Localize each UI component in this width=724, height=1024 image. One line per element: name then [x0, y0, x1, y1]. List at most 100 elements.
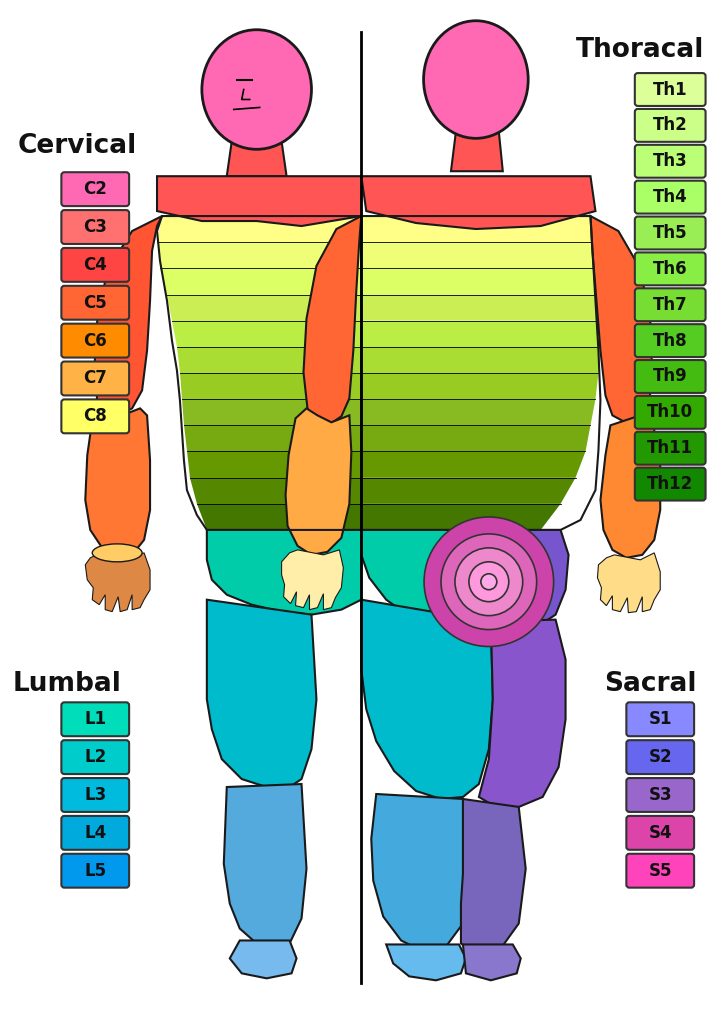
Polygon shape: [230, 940, 297, 978]
FancyBboxPatch shape: [62, 210, 129, 244]
FancyBboxPatch shape: [635, 289, 706, 322]
FancyBboxPatch shape: [626, 702, 694, 736]
FancyBboxPatch shape: [635, 432, 706, 465]
Text: Th8: Th8: [653, 332, 688, 349]
FancyBboxPatch shape: [62, 778, 129, 812]
Text: C2: C2: [83, 180, 107, 199]
Text: Th1: Th1: [653, 81, 688, 98]
FancyBboxPatch shape: [635, 109, 706, 141]
Text: Th9: Th9: [653, 368, 688, 385]
Text: Th6: Th6: [653, 260, 688, 278]
Polygon shape: [361, 347, 600, 373]
FancyBboxPatch shape: [62, 172, 129, 206]
Polygon shape: [157, 243, 361, 268]
Polygon shape: [451, 131, 502, 171]
FancyBboxPatch shape: [626, 778, 694, 812]
Polygon shape: [361, 600, 493, 799]
Text: C5: C5: [83, 294, 107, 311]
Circle shape: [441, 534, 536, 630]
Text: Th3: Th3: [653, 153, 688, 170]
Text: Th4: Th4: [653, 188, 688, 206]
FancyBboxPatch shape: [626, 816, 694, 850]
Polygon shape: [361, 176, 595, 229]
Text: L5: L5: [84, 862, 106, 880]
Text: C6: C6: [83, 332, 107, 349]
Text: Th5: Th5: [653, 224, 688, 242]
FancyBboxPatch shape: [635, 325, 706, 357]
Polygon shape: [361, 268, 599, 295]
Polygon shape: [160, 268, 361, 295]
FancyBboxPatch shape: [62, 740, 129, 774]
Polygon shape: [361, 216, 592, 243]
Polygon shape: [361, 425, 591, 452]
Polygon shape: [184, 425, 361, 452]
Polygon shape: [386, 944, 466, 980]
Text: Lumbal: Lumbal: [13, 672, 122, 697]
Polygon shape: [303, 216, 361, 424]
Polygon shape: [461, 799, 526, 953]
Text: S4: S4: [649, 824, 672, 842]
FancyBboxPatch shape: [62, 286, 129, 319]
Polygon shape: [371, 794, 469, 950]
Polygon shape: [180, 373, 361, 399]
Polygon shape: [361, 373, 599, 399]
FancyBboxPatch shape: [635, 396, 706, 429]
FancyBboxPatch shape: [635, 468, 706, 501]
Polygon shape: [361, 243, 595, 268]
Text: C4: C4: [83, 256, 107, 273]
FancyBboxPatch shape: [626, 854, 694, 888]
Polygon shape: [197, 504, 361, 530]
Text: Cervical: Cervical: [17, 133, 137, 160]
Circle shape: [455, 548, 523, 615]
Polygon shape: [597, 553, 660, 612]
FancyBboxPatch shape: [635, 73, 706, 105]
Polygon shape: [361, 399, 595, 425]
Text: Th12: Th12: [647, 475, 694, 494]
Polygon shape: [591, 216, 652, 422]
Polygon shape: [85, 552, 150, 611]
Ellipse shape: [92, 544, 142, 562]
Polygon shape: [361, 295, 600, 321]
FancyBboxPatch shape: [62, 702, 129, 736]
Polygon shape: [361, 321, 600, 347]
Ellipse shape: [424, 20, 529, 138]
Circle shape: [424, 517, 554, 646]
FancyBboxPatch shape: [62, 816, 129, 850]
Text: S3: S3: [649, 786, 672, 804]
Polygon shape: [187, 452, 361, 477]
FancyBboxPatch shape: [635, 216, 706, 250]
Polygon shape: [361, 452, 586, 477]
Polygon shape: [282, 550, 343, 609]
FancyBboxPatch shape: [635, 144, 706, 178]
Text: L1: L1: [84, 711, 106, 728]
Text: Sacral: Sacral: [604, 672, 696, 697]
FancyBboxPatch shape: [62, 248, 129, 282]
FancyBboxPatch shape: [626, 740, 694, 774]
Polygon shape: [491, 530, 568, 632]
FancyBboxPatch shape: [62, 361, 129, 395]
FancyBboxPatch shape: [62, 854, 129, 888]
Polygon shape: [182, 399, 361, 425]
Polygon shape: [463, 944, 521, 980]
Text: L4: L4: [84, 824, 106, 842]
Circle shape: [481, 573, 497, 590]
Text: Th2: Th2: [653, 117, 688, 134]
Text: S5: S5: [649, 862, 672, 880]
Text: S2: S2: [649, 749, 672, 766]
FancyBboxPatch shape: [635, 253, 706, 286]
Text: Th11: Th11: [647, 439, 694, 458]
FancyBboxPatch shape: [62, 399, 129, 433]
Polygon shape: [224, 784, 306, 946]
Text: C8: C8: [83, 408, 107, 425]
FancyBboxPatch shape: [62, 324, 129, 357]
Polygon shape: [227, 141, 287, 176]
Polygon shape: [479, 620, 565, 807]
Polygon shape: [285, 409, 351, 555]
Polygon shape: [177, 347, 361, 373]
Text: Thoracal: Thoracal: [576, 37, 704, 62]
Polygon shape: [361, 530, 501, 628]
FancyBboxPatch shape: [635, 180, 706, 214]
FancyBboxPatch shape: [635, 360, 706, 393]
Polygon shape: [361, 477, 576, 504]
Ellipse shape: [202, 30, 311, 150]
